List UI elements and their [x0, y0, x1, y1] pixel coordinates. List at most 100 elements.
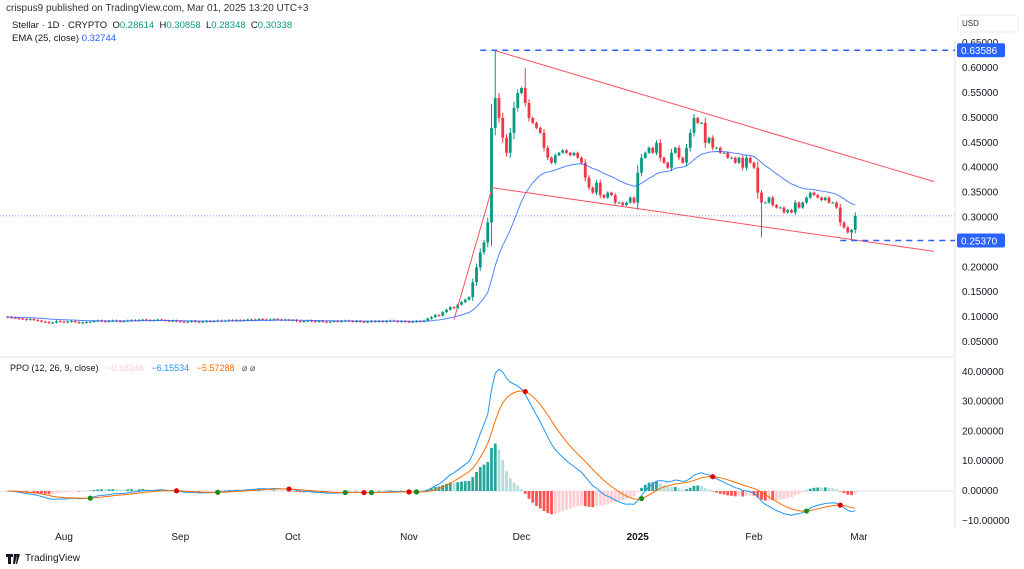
ppo-settings-icons[interactable]: ⌀ ⌀: [242, 363, 256, 373]
ppo-histogram-bar: [561, 491, 565, 512]
candle-body: [193, 321, 197, 323]
ppo-histogram-bar: [621, 491, 625, 501]
candle-body: [336, 321, 340, 323]
candle-body: [625, 202, 628, 206]
candle-body: [190, 321, 193, 323]
tradingview-logo: TradingView: [6, 553, 80, 564]
ppo-histogram-bar: [43, 491, 47, 494]
candle-body: [715, 147, 718, 149]
ppo-histogram-bar: [516, 485, 520, 491]
currency-box: [957, 14, 1019, 33]
candle-body: [17, 318, 21, 320]
ppo-histogram-bar: [662, 485, 666, 491]
ppo-histogram-bar: [115, 489, 118, 491]
price-label: 0.63586: [961, 46, 998, 57]
ppo-histogram-bar: [733, 491, 737, 497]
candle-body: [527, 102, 531, 118]
ppo-histogram-bar: [681, 489, 685, 491]
ppo-histogram-bar: [636, 491, 640, 493]
close-label: C: [250, 20, 258, 31]
ppo-histogram-bar: [478, 467, 482, 491]
candle-body: [816, 195, 820, 198]
ppo-histogram-bar: [737, 491, 741, 497]
candle-body: [692, 117, 696, 133]
ppo-histogram-bar: [103, 489, 107, 491]
candle-body: [437, 315, 441, 317]
candle-body: [40, 320, 43, 322]
ppo-histogram-bar: [85, 491, 88, 492]
ppo-hist-value: −0.58246: [106, 363, 144, 373]
candle-body: [505, 137, 508, 153]
candle-body: [313, 321, 317, 323]
price-tick-label: 0.50000: [962, 113, 999, 124]
ppo-histogram-bar: [820, 487, 823, 491]
ppo-histogram-bar: [411, 491, 415, 492]
candle-body: [70, 321, 73, 323]
ppo-histogram-bar: [670, 487, 673, 491]
candle-body: [730, 157, 733, 159]
candle-body: [317, 321, 321, 323]
price-tick-label: 0.60000: [962, 63, 999, 74]
ppo-histogram-bar: [126, 489, 130, 491]
ppo-histogram-bar: [77, 491, 81, 492]
candle-body: [43, 321, 47, 323]
candle-body: [523, 88, 527, 103]
candle-body: [32, 319, 36, 321]
candle-body: [677, 147, 681, 158]
candle-body: [553, 155, 557, 163]
candle-body: [261, 319, 265, 321]
symbol-name[interactable]: Stellar · 1D · CRYPTO: [12, 20, 108, 31]
candle-body: [722, 152, 726, 154]
candle-body: [621, 202, 625, 206]
price-tick-label: 0.30000: [962, 213, 999, 224]
ppo-histogram-bar: [445, 483, 448, 491]
candle-body: [838, 207, 842, 223]
candle-body: [122, 321, 126, 323]
ppo-histogram-bar: [212, 491, 216, 492]
ppo-histogram-bar: [715, 491, 718, 493]
price-tick-label: 0.45000: [962, 138, 999, 149]
ema-label[interactable]: EMA (25, close): [12, 33, 80, 44]
candle-body: [467, 297, 471, 300]
candle-body: [475, 267, 478, 283]
candle-body: [805, 197, 808, 203]
price-label: 0.25370: [961, 237, 998, 248]
candle-body: [561, 150, 565, 153]
ppo-label[interactable]: PPO (12, 26, 9, close): [10, 363, 99, 373]
trendline: [453, 189, 492, 320]
candle-body: [711, 137, 715, 148]
time-tick-label: Dec: [513, 532, 531, 543]
candle-body: [662, 157, 666, 163]
candle-body: [257, 319, 261, 321]
candle-body: [441, 312, 445, 316]
ppo-histogram-bar: [542, 491, 546, 511]
ppo-histogram-bar: [546, 491, 550, 514]
high-value: 0.30858: [166, 20, 201, 31]
candle-body: [433, 315, 437, 318]
ppo-histogram-bar: [441, 485, 445, 491]
candle-body: [88, 321, 92, 323]
ppo-histogram-bar: [745, 491, 748, 496]
candle-body: [685, 147, 688, 163]
candle-body: [520, 88, 523, 93]
brand-name: TradingView: [25, 553, 81, 564]
ppo-line-value: −6.15534: [151, 363, 190, 373]
ppo-histogram-bar: [490, 447, 493, 491]
ppo-histogram-bar: [797, 491, 801, 495]
candle-body: [205, 321, 208, 323]
candle-body: [647, 147, 651, 153]
candle-body: [167, 320, 171, 322]
candle-body: [13, 317, 17, 319]
ppo-histogram-bar: [595, 491, 598, 506]
ppo-histogram-bar: [137, 489, 141, 491]
ppo-histogram-bar: [853, 491, 857, 494]
candle-body: [250, 319, 253, 321]
ppo-histogram-bar: [846, 491, 850, 495]
ppo-histogram-bar: [598, 491, 602, 506]
ppo-histogram-bar: [760, 491, 763, 500]
ppo-histogram-bar: [583, 491, 587, 507]
crossover-marker: [368, 489, 375, 496]
crossover-marker: [361, 489, 367, 496]
ppo-histogram-bar: [505, 471, 508, 491]
